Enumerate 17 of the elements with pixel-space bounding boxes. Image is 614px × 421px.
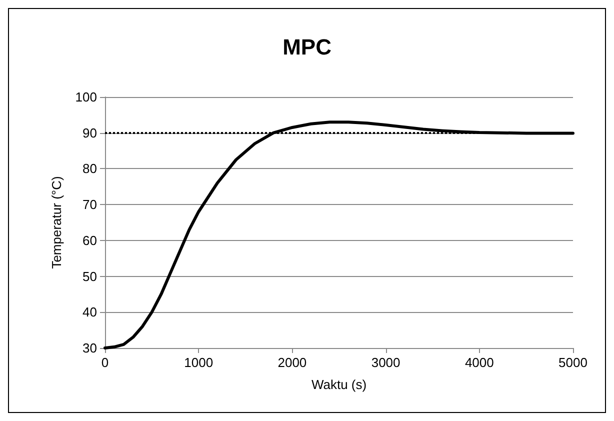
y-tick-label: 90: [82, 125, 97, 140]
x-tick-label: 3000: [371, 355, 400, 370]
y-tick-label: 100: [75, 90, 97, 104]
y-axis-title: Temperatur (°C): [49, 176, 64, 269]
x-tick-label: 1000: [184, 355, 214, 370]
y-tick-label: 70: [82, 197, 97, 212]
x-tick-label: 4000: [464, 355, 494, 370]
x-tick-label: 5000: [558, 355, 588, 370]
y-tick-label: 80: [82, 161, 97, 176]
chart-title: MPC: [282, 34, 332, 60]
y-tick-label: 60: [82, 232, 97, 248]
x-axis-title: Waktu (s): [311, 377, 367, 392]
x-tick-label: 2000: [278, 355, 307, 370]
x-tick-label: 0: [101, 355, 109, 370]
y-tick-label: 40: [82, 304, 97, 320]
y-tick-label: 50: [82, 268, 97, 284]
y-tick-label: 30: [82, 340, 97, 356]
